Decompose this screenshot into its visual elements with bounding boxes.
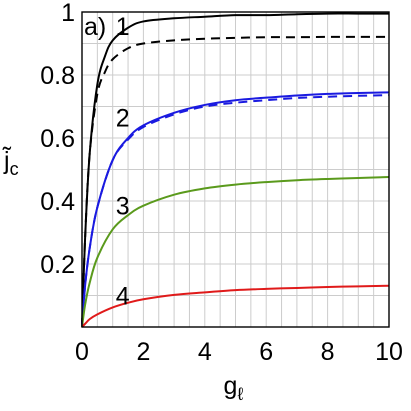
grid	[82, 12, 389, 327]
tick-labels: 0 2 4 6 8 100.20.40.60.81	[40, 0, 403, 366]
curve-label: 2	[116, 105, 130, 133]
plot-frame	[81, 11, 390, 328]
curve-label: 3	[116, 193, 130, 221]
y-tick-label: 0.2	[40, 251, 75, 279]
y-axis-label-main: j̃	[2, 146, 12, 175]
annotations: 1 2 3 4	[116, 13, 130, 310]
series-line-4	[81, 94, 390, 328]
panel-label: a)	[84, 13, 106, 41]
x-axis-label-subscript: ℓ	[237, 384, 243, 404]
y-tick-label: 0.4	[40, 188, 75, 216]
curve-label: 4	[116, 283, 130, 311]
x-tick-label: 4	[198, 338, 212, 366]
x-tick-label: 0	[75, 338, 89, 366]
x-axis-label: gℓ	[224, 372, 244, 404]
svg-text:gℓ: gℓ	[224, 372, 244, 404]
y-tick-label: 0.8	[40, 62, 75, 90]
curve-label: 1	[116, 13, 130, 41]
x-axis-label-main: g	[224, 372, 238, 400]
series-line-2	[81, 35, 389, 328]
x-tick-label: 10	[375, 338, 403, 366]
y-axis-label-subscript: c	[10, 159, 19, 179]
y-tick-label: 1	[61, 0, 75, 27]
y-axis-label: j̃c	[2, 146, 19, 179]
x-tick-label: 6	[259, 338, 273, 366]
y-tick-label: 0.6	[40, 125, 75, 153]
svg-text:j̃c: j̃c	[2, 146, 19, 179]
series-layer	[81, 12, 390, 328]
x-tick-label: 8	[321, 338, 335, 366]
x-tick-label: 2	[136, 338, 150, 366]
series-line-5	[81, 176, 390, 328]
series-line-6	[81, 284, 390, 328]
